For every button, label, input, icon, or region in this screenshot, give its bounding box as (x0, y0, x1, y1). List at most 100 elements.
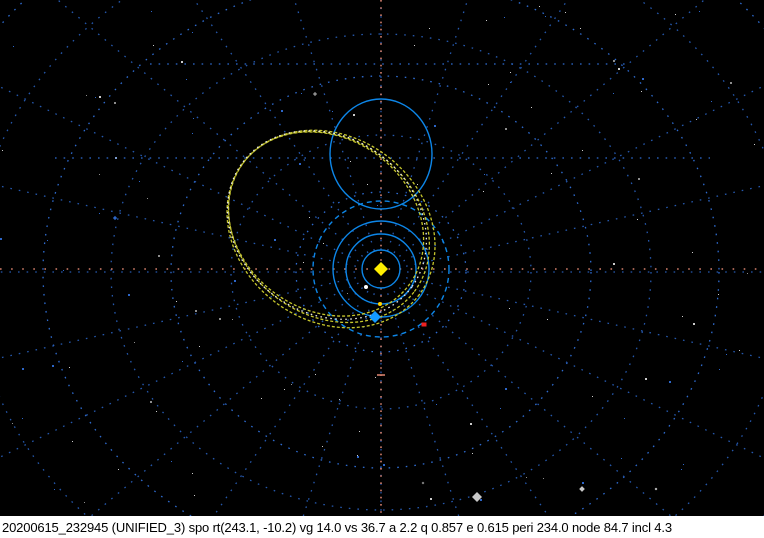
star (551, 173, 552, 174)
star (299, 163, 301, 165)
star (504, 17, 505, 18)
star (158, 255, 160, 257)
grid-radial (0, 86, 359, 262)
marker-earth (369, 311, 381, 323)
star (692, 252, 693, 253)
bright-star (654, 487, 658, 491)
star (642, 78, 644, 80)
star (284, 389, 285, 390)
star (613, 93, 614, 94)
grid-ring (295, 191, 467, 353)
meteor-orbit-white (226, 130, 428, 320)
star (484, 174, 485, 175)
star (754, 144, 755, 145)
star (582, 150, 583, 151)
star (22, 368, 24, 370)
star (434, 125, 436, 127)
star (151, 11, 152, 12)
star (315, 374, 316, 375)
star (99, 213, 100, 214)
star (182, 361, 183, 362)
star (323, 243, 324, 244)
star (291, 384, 292, 385)
crosshair (0, 0, 764, 516)
star (669, 381, 671, 383)
star (186, 79, 187, 80)
star (526, 477, 527, 478)
star (156, 411, 157, 412)
ecliptic-grid (0, 0, 764, 516)
star (582, 482, 584, 484)
star (726, 354, 727, 355)
star (681, 469, 682, 470)
star (645, 378, 647, 380)
star (718, 294, 719, 295)
star (134, 342, 135, 343)
star (417, 184, 418, 185)
star (505, 128, 507, 130)
star (12, 423, 13, 424)
marker-sun (374, 262, 388, 276)
star (195, 310, 197, 312)
star (483, 191, 484, 192)
star (72, 441, 73, 442)
star (194, 495, 195, 496)
grid-radial (398, 287, 672, 516)
star (2, 150, 3, 151)
grid-radial (56, 0, 364, 257)
star (682, 316, 683, 317)
star (739, 350, 740, 351)
star (13, 46, 14, 47)
star (486, 20, 487, 21)
star (675, 14, 676, 15)
star (301, 93, 302, 94)
star (711, 101, 712, 102)
mercury-orbit (361, 249, 401, 289)
star (47, 240, 48, 241)
star (565, 12, 566, 13)
star (147, 198, 148, 199)
star-field (0, 6, 755, 503)
star (69, 367, 70, 368)
grid-radial (302, 293, 375, 516)
grid-radial (405, 184, 764, 267)
star (128, 294, 130, 296)
star (696, 119, 697, 120)
star (322, 446, 323, 447)
star (430, 498, 432, 500)
star (472, 453, 473, 454)
star (192, 473, 193, 474)
star (86, 95, 87, 96)
grid-radial (193, 0, 369, 254)
star (52, 365, 54, 367)
marker-jupiter (472, 492, 482, 502)
status-bar: 20200615_232945 (UNIFIED_3) spo rt(243.1… (0, 516, 764, 538)
star (309, 217, 310, 218)
grid-radial (387, 293, 460, 516)
star (192, 133, 193, 134)
marker-mercury (364, 285, 368, 289)
star (0, 238, 2, 240)
star (99, 96, 101, 98)
star (613, 263, 615, 265)
star (383, 464, 385, 466)
meteor-orbits (226, 129, 436, 329)
bright-star (312, 91, 318, 97)
grid-radial (0, 277, 357, 359)
star (638, 178, 640, 180)
star (193, 118, 194, 119)
star (171, 461, 172, 462)
star (367, 184, 368, 185)
grid-radial (398, 0, 706, 257)
star (353, 114, 355, 116)
star (63, 270, 64, 271)
star (580, 28, 581, 29)
bright-star (112, 215, 118, 221)
star (357, 456, 359, 458)
star (509, 308, 510, 309)
markers (364, 262, 482, 502)
star (219, 318, 221, 320)
star (150, 401, 152, 403)
star (545, 16, 546, 17)
